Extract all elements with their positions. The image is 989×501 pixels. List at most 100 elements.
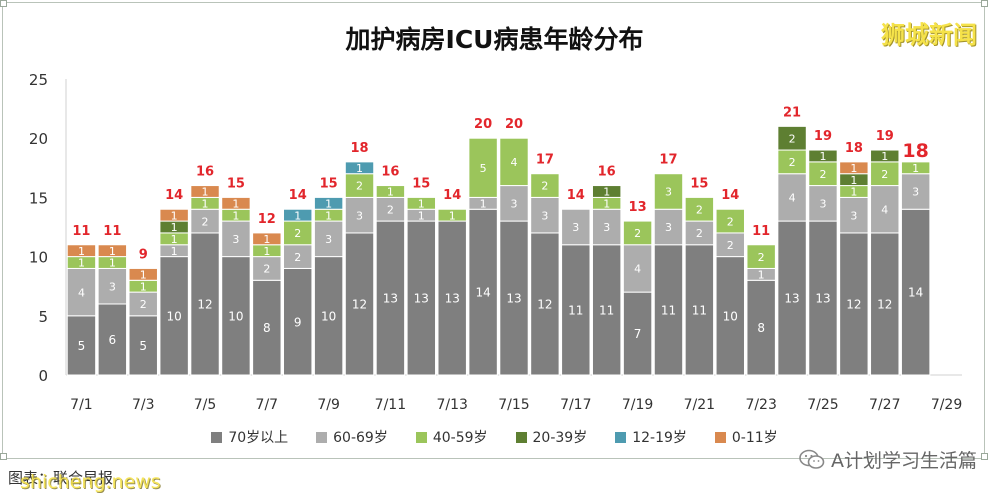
x-tick-label: 7/3 bbox=[132, 397, 155, 413]
bar-segment bbox=[313, 256, 344, 376]
bar-value-label: 3 bbox=[665, 221, 672, 234]
resize-handle-bottom-left[interactable] bbox=[0, 453, 7, 460]
bar-value-label: 5 bbox=[480, 162, 487, 175]
bar-value-label: 2 bbox=[387, 203, 394, 216]
legend-swatch bbox=[714, 431, 726, 443]
legend-item: 40-59岁 bbox=[415, 427, 488, 447]
bar-value-label: 4 bbox=[881, 203, 888, 216]
bar-value-label: 1 bbox=[850, 174, 857, 187]
bar-total-label: 14 bbox=[721, 188, 739, 203]
x-tick-label: 7/5 bbox=[194, 397, 217, 413]
chart-legend: 70岁以上 60-69岁 40-59岁 20-39岁 12-19岁 0-11岁 bbox=[0, 427, 989, 447]
bar-segment bbox=[839, 232, 869, 376]
bar-value-label: 2 bbox=[541, 180, 548, 193]
bar-value-label: 11 bbox=[599, 303, 614, 317]
legend-item: 12-19岁 bbox=[615, 427, 687, 447]
bar-total-label: 17 bbox=[659, 153, 677, 168]
bar-segment bbox=[622, 291, 653, 376]
bar-segment bbox=[684, 244, 715, 376]
bar-total-label: 19 bbox=[876, 129, 894, 144]
bar-value-label: 1 bbox=[263, 245, 270, 258]
bar-segment bbox=[159, 208, 189, 222]
bar-segment bbox=[97, 267, 128, 305]
bar-segment bbox=[653, 244, 684, 376]
x-tick-label: 7/23 bbox=[745, 397, 776, 413]
x-tick-label: 7/17 bbox=[560, 397, 591, 413]
bar-segment bbox=[870, 185, 900, 234]
bar-segment bbox=[190, 232, 220, 376]
bar-total-label: 17 bbox=[536, 153, 554, 168]
bar-segment bbox=[530, 173, 560, 198]
y-tick-label: 5 bbox=[38, 308, 48, 326]
bar-segment bbox=[900, 161, 931, 175]
y-tick-label: 20 bbox=[29, 130, 48, 148]
bar-value-label: 1 bbox=[850, 162, 857, 175]
bar-total-label: 13 bbox=[629, 200, 647, 215]
legend-label: 20-39岁 bbox=[532, 430, 588, 446]
bar-segment bbox=[406, 196, 437, 210]
bar-total-label: 14 bbox=[165, 188, 183, 203]
bar-value-label: 1 bbox=[202, 186, 209, 199]
bar-segment bbox=[221, 256, 251, 376]
bar-total-label: 11 bbox=[72, 224, 90, 239]
bar-value-label: 1 bbox=[140, 269, 147, 282]
bar-total-label: 18 bbox=[845, 141, 863, 156]
bar-segment bbox=[437, 220, 467, 376]
bar-segment bbox=[839, 196, 869, 234]
bar-value-label: 13 bbox=[414, 292, 429, 306]
bar-value-label: 10 bbox=[166, 309, 181, 323]
bar-total-label: 15 bbox=[690, 176, 708, 191]
bar-segment bbox=[499, 185, 529, 222]
y-tick-label: 15 bbox=[29, 189, 48, 207]
bar-segment bbox=[777, 220, 807, 376]
bar-value-label: 1 bbox=[850, 186, 857, 199]
bar-segment bbox=[375, 220, 406, 376]
bar-value-label: 1 bbox=[232, 198, 239, 211]
resize-handle-top-right[interactable] bbox=[981, 0, 988, 7]
bar-total-label: 16 bbox=[381, 165, 399, 180]
bar-value-label: 2 bbox=[263, 263, 270, 276]
bar-value-label: 3 bbox=[541, 209, 548, 222]
bar-value-label: 10 bbox=[321, 309, 336, 323]
bar-segment bbox=[622, 220, 653, 246]
bar-value-label: 12 bbox=[537, 298, 552, 312]
bar-value-label: 1 bbox=[171, 233, 178, 246]
bar-value-label: 1 bbox=[232, 209, 239, 222]
bar-value-label: 1 bbox=[418, 209, 425, 222]
chart-title: 加护病房ICU病患年龄分布 bbox=[345, 25, 644, 54]
bar-value-label: 11 bbox=[568, 303, 583, 317]
x-tick-label: 7/1 bbox=[70, 397, 93, 413]
legend-label: 60-69岁 bbox=[333, 430, 388, 446]
bar-segment bbox=[499, 137, 529, 187]
bar-segment bbox=[344, 196, 375, 234]
bar-segment bbox=[746, 244, 776, 269]
resize-handle-top-left[interactable] bbox=[0, 0, 7, 7]
y-tick-label: 0 bbox=[38, 367, 48, 385]
bar-segment bbox=[159, 256, 189, 376]
bar-value-label: 1 bbox=[325, 198, 332, 211]
wechat-account-name: A计划学习生活篇 bbox=[831, 450, 977, 472]
bar-segment bbox=[221, 196, 251, 210]
bar-total-label: 16 bbox=[196, 165, 214, 180]
bar-segment bbox=[900, 208, 931, 376]
bar-value-label: 1 bbox=[263, 233, 270, 246]
bar-value-label: 13 bbox=[445, 292, 460, 306]
bar-value-label: 1 bbox=[140, 280, 147, 293]
bar-value-label: 1 bbox=[294, 209, 301, 222]
bar-value-label: 2 bbox=[294, 227, 301, 240]
bar-value-label: 1 bbox=[819, 150, 826, 163]
bar-segment bbox=[283, 208, 313, 222]
x-tick-label: 7/29 bbox=[931, 397, 962, 413]
bar-total-label: 15 bbox=[227, 176, 245, 191]
resize-handle-bottom-right[interactable] bbox=[981, 453, 988, 460]
bar-value-label: 2 bbox=[727, 215, 734, 228]
brand-watermark: 狮城新闻 bbox=[881, 21, 977, 49]
bar-value-label: 1 bbox=[881, 150, 888, 163]
bar-value-label: 2 bbox=[294, 251, 301, 264]
x-tick-label: 7/19 bbox=[622, 397, 653, 413]
bar-value-label: 8 bbox=[757, 321, 765, 335]
x-tick-label: 7/15 bbox=[498, 397, 529, 413]
bar-value-label: 1 bbox=[202, 198, 209, 211]
bar-segment bbox=[530, 232, 560, 376]
